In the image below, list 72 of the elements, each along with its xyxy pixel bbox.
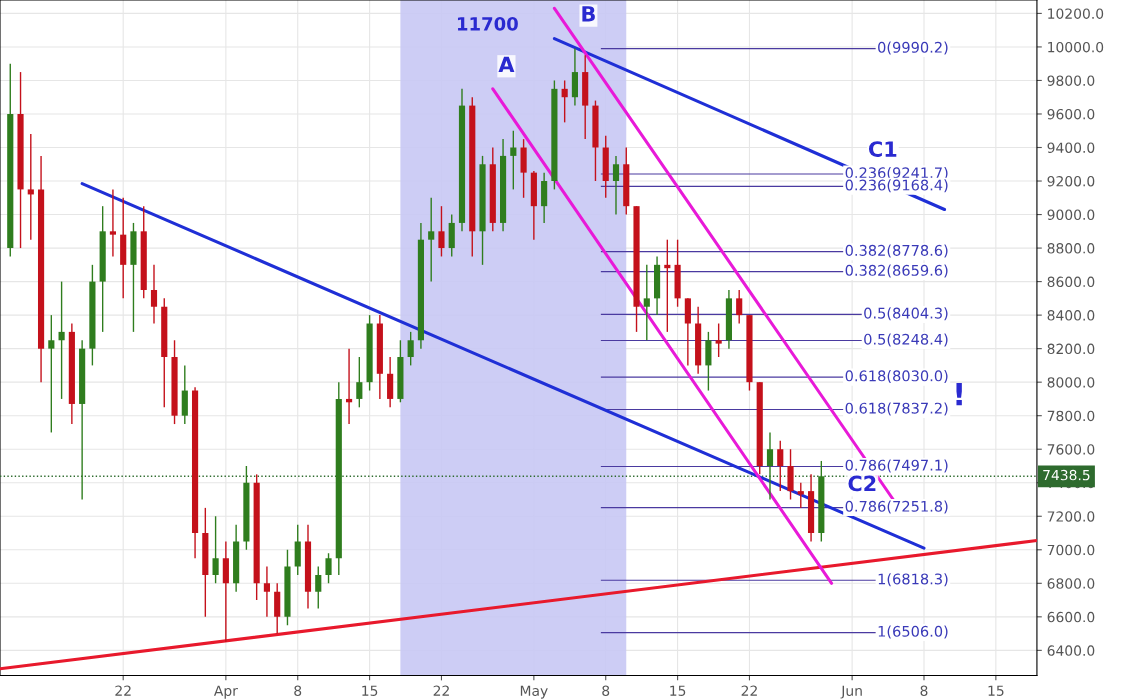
- candlestick: [58, 280, 65, 400]
- y-tick-label: 9800.0: [1047, 75, 1095, 86]
- candlestick: [612, 155, 620, 216]
- candlestick: [766, 431, 774, 501]
- y-tick-label: 9000.0: [1047, 209, 1095, 221]
- x-tick-label: 22: [115, 685, 131, 696]
- ref-line-label: 0.618(8030.0): [845, 370, 948, 384]
- ref-line-label: 0.618(7837.2): [845, 402, 948, 416]
- x-tick-label: May: [520, 685, 548, 699]
- candlestick: [428, 197, 435, 283]
- y-tick-label: 8200.0: [1047, 343, 1095, 355]
- y-tick-label: 6400.0: [1047, 645, 1095, 656]
- candlestick: [315, 565, 322, 610]
- x-tick-label: 8: [602, 685, 610, 696]
- candlestick: [715, 322, 722, 358]
- ref-line-label: 0.786(7251.8): [845, 500, 948, 514]
- y-tick-label: 9600.0: [1047, 108, 1095, 120]
- y-tick-label: 8600.0: [1047, 276, 1095, 288]
- x-tick-label: 15: [362, 685, 378, 696]
- ref-line-label: 1(6818.3): [878, 573, 948, 587]
- candlestick: [27, 133, 34, 241]
- candlestick: [643, 264, 650, 341]
- candlestick: [510, 130, 517, 191]
- candlestick: [407, 331, 414, 367]
- ref-line-label: 0.236(9168.4): [845, 179, 948, 193]
- y-tick-label: 6600.0: [1047, 611, 1095, 623]
- annotation: C1: [868, 141, 897, 157]
- y-tick-label: 8400.0: [1047, 310, 1095, 321]
- x-tick-label: 8: [920, 685, 928, 696]
- candlestick: [212, 515, 219, 585]
- y-tick-label: 7800.0: [1047, 410, 1095, 422]
- y-tick-label: 9200.0: [1047, 176, 1095, 187]
- y-tick-label: 6800.0: [1047, 578, 1095, 589]
- candlestick: [561, 79, 568, 124]
- x-tick-label: 8: [294, 685, 302, 696]
- candlestick: [109, 188, 117, 258]
- y-tick-label: 10200.0: [1048, 8, 1104, 19]
- y-tick-label: 9400.0: [1047, 142, 1095, 153]
- ref-line-label: 1(6506.0): [878, 625, 948, 639]
- candlestick: [736, 289, 743, 325]
- ref-line-label: 0.5(8248.4): [864, 333, 948, 347]
- ref-line-label: 0.382(8778.6): [845, 244, 948, 258]
- x-tick-label: 22: [433, 685, 449, 696]
- candlestick: [48, 314, 55, 434]
- candlestick: [356, 356, 363, 409]
- annotation: 11700: [457, 17, 518, 31]
- y-tick-label: 8800.0: [1047, 243, 1095, 254]
- candlestick: [263, 565, 271, 618]
- candlestick: [325, 552, 332, 585]
- candlestick: [777, 440, 784, 492]
- ref-line-label: 0.786(7497.1): [845, 459, 948, 473]
- y-tick-label: 7600.0: [1047, 444, 1095, 455]
- y-tick-label: 8000.0: [1047, 377, 1095, 388]
- x-tick-label: Jun: [840, 685, 862, 699]
- y-tick-label: 10000.0: [1048, 41, 1104, 53]
- x-tick-label: 15: [670, 685, 686, 696]
- ref-line-label: 0.236(9241.7): [845, 167, 948, 180]
- y-tick-label: 7200.0: [1047, 511, 1095, 522]
- candlestick: [438, 205, 445, 258]
- annotation: !: [956, 383, 962, 406]
- ref-line-label: 7438.5: [1043, 469, 1090, 481]
- candlestick: [150, 264, 158, 325]
- annotation: C2: [848, 475, 876, 492]
- ref-line-label: 0.382(8659.6): [845, 264, 948, 278]
- x-tick-label: 22: [741, 685, 757, 696]
- x-tick-label: Apr: [213, 685, 238, 699]
- annotation: B: [582, 6, 595, 22]
- ref-line-label: 0.5(8404.3): [864, 307, 948, 321]
- x-tick-label: 15: [988, 685, 1004, 696]
- annotation: A: [498, 56, 515, 72]
- y-tick-label: 7000.0: [1047, 544, 1095, 556]
- ref-line-label: 0(9990.2): [878, 41, 948, 55]
